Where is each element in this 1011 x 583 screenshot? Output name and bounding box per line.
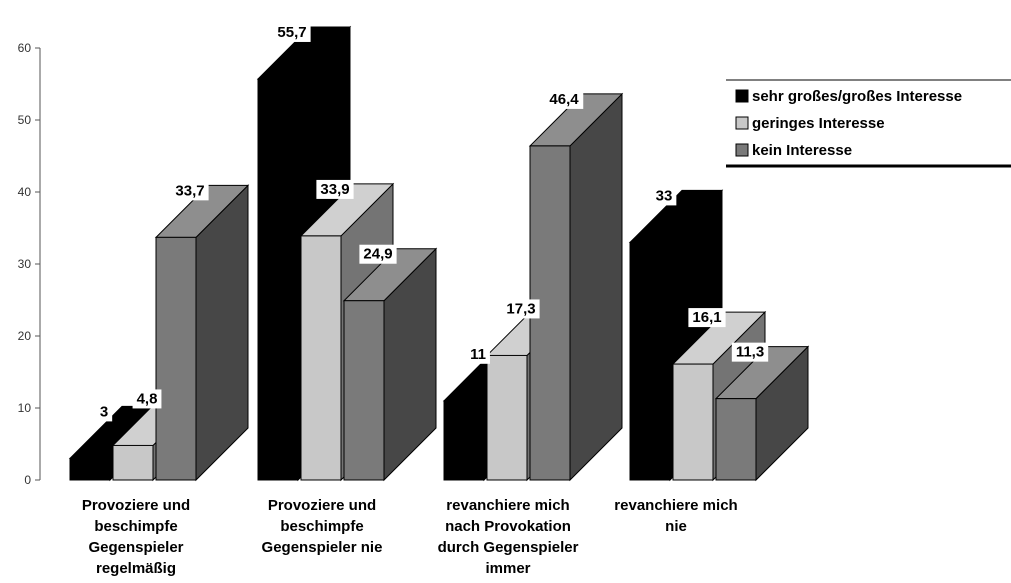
data-label-bg [316, 179, 354, 199]
bar-group-2 [442, 92, 624, 482]
bar-front [69, 457, 111, 481]
y-tick-label: 30 [18, 257, 32, 271]
category-label-line: regelmäßig [96, 560, 176, 577]
legend-label-1: geringes Interesse [752, 115, 885, 132]
category-label-2: revanchiere mich nach Provokation durch Ge… [438, 497, 579, 577]
category-label-line: Provoziere und [268, 497, 376, 514]
y-tick-label: 20 [18, 329, 32, 343]
category-label-line: nie [665, 518, 687, 535]
bar-front [629, 241, 671, 481]
y-tick-label: 60 [18, 41, 32, 55]
bar-front [300, 235, 342, 481]
legend-label-2: kein Interesse [752, 142, 852, 159]
bar-front [155, 236, 197, 481]
y-axis: 0 10 20 30 40 50 60 [18, 41, 41, 487]
bar-front [715, 398, 757, 481]
data-label-bg [95, 402, 113, 422]
category-label-1: Provoziere und beschimpfe Gegenspieler nie [262, 497, 383, 556]
y-tick-label: 0 [24, 473, 31, 487]
bar-front [257, 78, 299, 481]
data-label-bg [466, 344, 490, 364]
legend-item-0: sehr großes/großes Interesse [735, 88, 962, 105]
data-label-bg [273, 22, 311, 42]
category-label-line: revanchiere mich [614, 497, 737, 514]
data-label-bg [171, 181, 209, 201]
data-label-bg [359, 244, 397, 264]
data-label-2-2: 46,4 [549, 91, 579, 108]
bar-front [443, 400, 485, 481]
category-label-line: durch Gegenspieler [438, 539, 579, 556]
bar-side [569, 92, 623, 482]
category-label-line: immer [485, 560, 530, 577]
legend-swatch-2 [735, 143, 749, 157]
bar-3-2 [714, 345, 810, 482]
bar-group-0 [68, 184, 250, 482]
legend-swatch-1 [735, 116, 749, 130]
category-label-line: nach Provokation [445, 518, 571, 535]
category-label-line: revanchiere mich [446, 497, 569, 514]
category-label-line: beschimpfe [94, 518, 177, 535]
data-label-3-1: 16,1 [692, 309, 721, 326]
category-label-0: Provoziere und beschimpfe Gegenspieler rege… [82, 497, 190, 577]
data-label-3-0: 33 [656, 187, 673, 204]
data-label-0-2: 33,7 [175, 182, 204, 199]
data-label-3-2: 11,3 [736, 344, 764, 361]
legend: sehr großes/großes Interesse geringes In… [726, 79, 1011, 168]
bar-1-2 [342, 247, 438, 482]
data-label-bg [132, 389, 162, 409]
bar-group-3 [628, 189, 810, 482]
y-tick-label: 50 [18, 113, 32, 127]
data-label-1-1: 33,9 [320, 181, 349, 198]
data-label-bg [731, 342, 769, 362]
legend-swatch-0 [735, 89, 749, 103]
y-tick-label: 40 [18, 185, 32, 199]
data-label-2-1: 17,3 [506, 300, 535, 317]
bar-front [672, 363, 714, 481]
category-label-3: revanchiere mich nie [614, 497, 737, 535]
data-label-0-1: 4,8 [137, 390, 158, 407]
legend-label-0: sehr großes/großes Interesse [752, 88, 962, 105]
category-labels: Provoziere und beschimpfe Gegenspieler rege… [82, 497, 738, 577]
y-tick-label: 10 [18, 401, 32, 415]
legend-frame [726, 80, 1011, 166]
category-label-line: Provoziere und [82, 497, 190, 514]
data-label-bg [651, 186, 677, 206]
bar-front [112, 444, 154, 481]
data-label-bg [545, 89, 584, 109]
category-label-line: Gegenspieler [88, 539, 183, 556]
data-labels: 3 4,8 33,7 55,7 33,9 24,9 11 17,3 46,4 33 16,1 11,3 [95, 22, 769, 422]
data-label-1-2: 24,9 [363, 246, 392, 263]
bar-group-1 [256, 25, 438, 482]
data-label-2-0: 11 [470, 346, 486, 363]
bar-front [486, 354, 528, 481]
data-label-0-0: 3 [100, 403, 108, 420]
bar-front [343, 300, 385, 481]
data-label-bg [502, 299, 540, 319]
category-label-line: Gegenspieler nie [262, 539, 383, 556]
bar-2-2 [528, 92, 624, 482]
legend-item-2: kein Interesse [735, 142, 852, 159]
legend-item-1: geringes Interesse [735, 115, 885, 132]
bars [68, 25, 810, 482]
category-label-line: beschimpfe [280, 518, 363, 535]
data-label-1-0: 55,7 [277, 24, 306, 41]
data-label-bg [688, 308, 726, 328]
bar-0-2 [154, 184, 250, 482]
